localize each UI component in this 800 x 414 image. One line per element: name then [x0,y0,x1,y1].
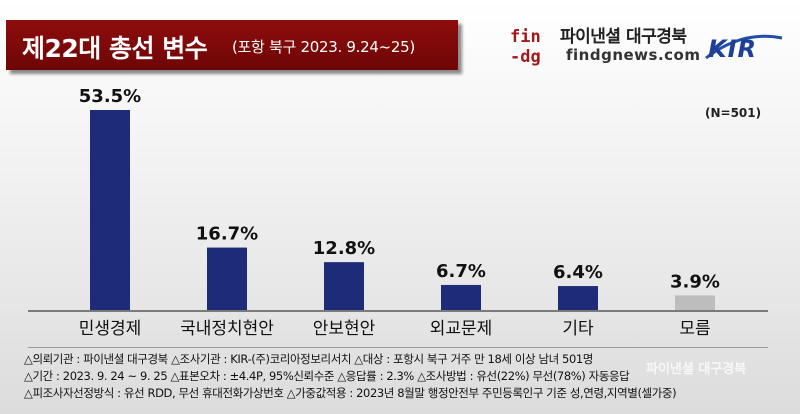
findg-logo: fin -dg [510,27,541,67]
bar-1 [207,247,247,310]
category-label-1: 국내정치현안 [180,319,274,339]
bar-3 [441,284,481,310]
kir-logo: KIR [705,34,783,63]
footer-line-2: △기간 : 2023. 9. 24 ~ 9. 25 △표본오차 : ±4.4P,… [24,369,630,383]
bar-value-label-2: 12.8% [313,238,375,259]
bar-value-label-4: 6.4% [553,262,603,283]
brand-name: 파이낸셜 대구경북 [560,27,687,47]
chart-subtitle: (포항 북구 2023. 9.24~25) [232,38,415,56]
bar-0 [90,110,130,310]
footer-line-3: △피조사자선정방식 : 유선 RDD, 무선 휴대전화가상번호 △가중값적용 :… [24,386,677,400]
kir-logo-swoosh [705,34,783,60]
category-label-4: 기타 [562,319,594,339]
bar-5 [675,295,715,310]
category-label-5: 모름 [679,319,710,339]
bar-value-label-1: 16.7% [196,224,258,245]
findg-logo-text-bottom: -dg [510,47,541,67]
footer-line-1: △의뢰기관 : 파이낸셜 대구경북 △조사기관 : KIR-(주)코리아정보리서… [24,352,593,366]
category-label-0: 민생경제 [79,319,142,339]
category-label-3: 외교문제 [430,319,493,339]
chart-title: 제22대 총선 변수 [22,34,208,63]
bar-chart: 53.5% 민생경제 16.7% 국내정치현안 12.8% 안보현안 6.7% 외교문제 6.4… [79,86,720,339]
bar-value-label-0: 53.5% [79,86,141,107]
title-banner: 제22대 총선 변수 (포항 북구 2023. 9.24~25) [6,20,458,70]
bar-value-label-3: 6.7% [436,261,486,282]
survey-footer: △의뢰기관 : 파이낸셜 대구경북 △조사기관 : KIR-(주)코리아정보리서… [24,351,784,402]
bar-4 [558,286,598,310]
findg-logo-text-top: fin [510,27,541,47]
bar-value-label-5: 3.9% [670,271,720,292]
brand-url: findgnews.com [566,46,701,64]
sample-size-note: (N=501) [705,106,762,120]
watermark: 파이낸셜 대구경북 [646,362,747,377]
category-label-2: 안보현안 [313,319,376,339]
kir-logo-text: KIR [708,35,757,63]
bar-2 [324,262,364,310]
footer-divider [28,347,768,348]
chart-baseline [28,310,768,312]
